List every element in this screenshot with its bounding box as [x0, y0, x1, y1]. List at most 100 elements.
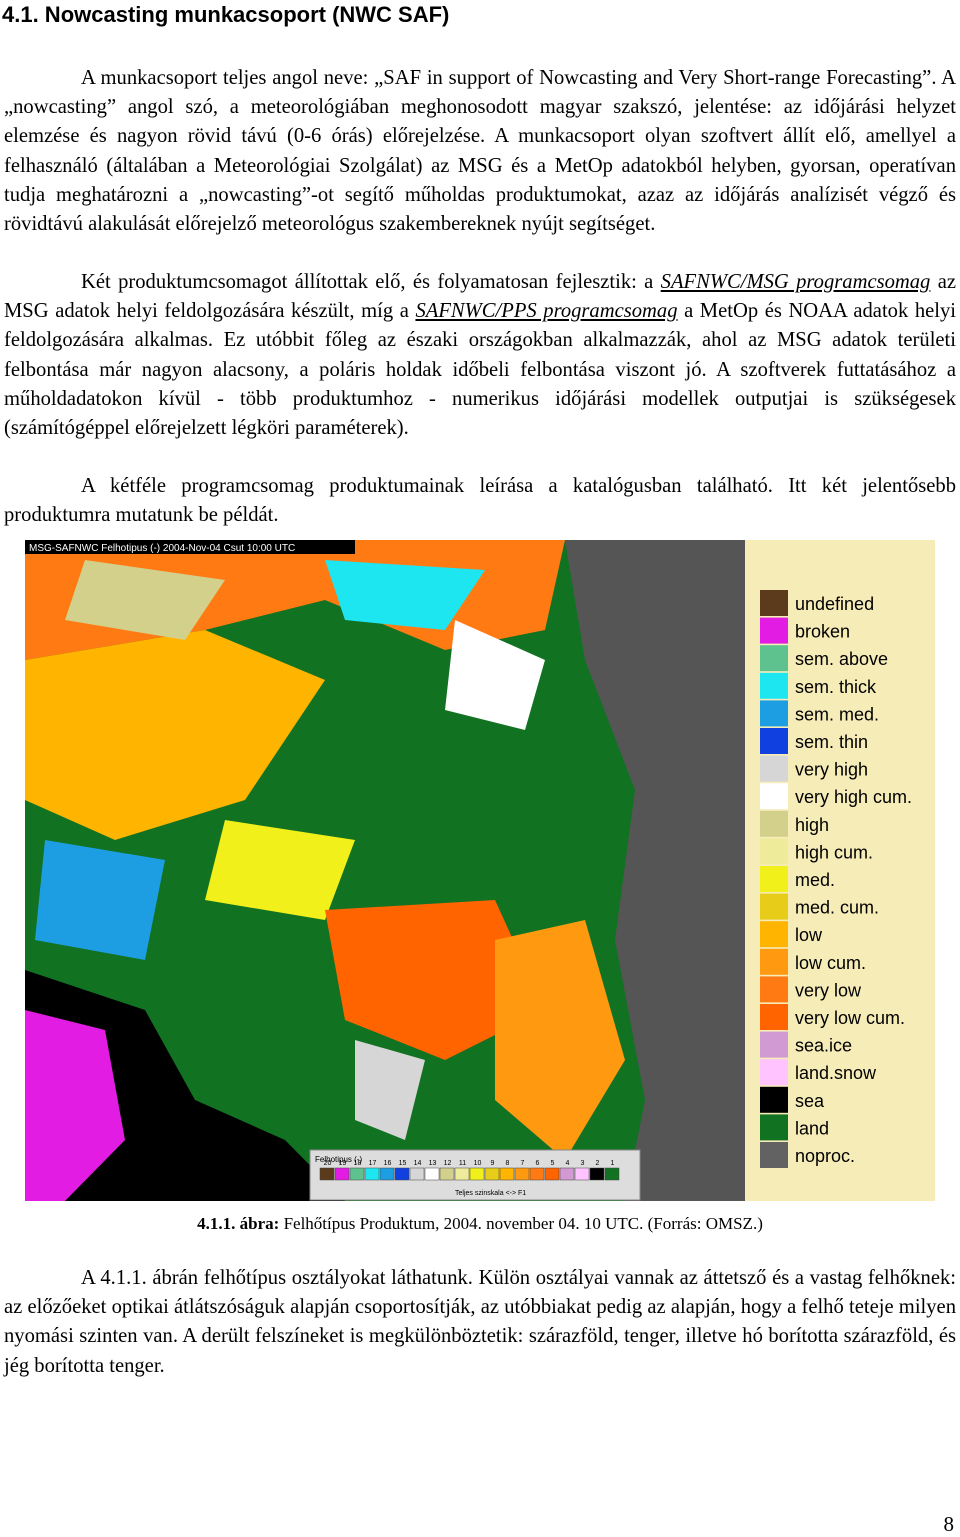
scale-number: 19 [339, 1160, 347, 1167]
text-run: A munkacsoport teljes angol neve: „SAF i… [4, 67, 956, 236]
legend-label: sea [795, 1091, 825, 1111]
scale-cell [334, 1167, 350, 1181]
scale-number: 10 [474, 1160, 482, 1167]
scale-cell [409, 1167, 425, 1181]
map-noproc [565, 540, 745, 1201]
legend-label: very high [795, 760, 868, 780]
legend-swatch [760, 921, 788, 948]
link[interactable]: SAFNWC/MSG programcsomag [660, 271, 931, 293]
scale-number: 17 [369, 1160, 377, 1167]
legend-label: high cum. [795, 842, 873, 862]
legend-label: land.snow [795, 1063, 877, 1083]
legend-label: very high cum. [795, 787, 912, 807]
legend-swatch [760, 1031, 788, 1058]
legend-swatch [760, 590, 788, 616]
legend-swatch [760, 948, 788, 975]
map-clouds [205, 820, 355, 920]
paragraph: A 4.1.1. ábrán felhőtípus osztályokat lá… [4, 1267, 956, 1377]
legend-swatch [760, 645, 788, 672]
text-run: az MSG adatok helyi feldolgozására készü… [4, 271, 956, 323]
legend-label: low cum. [795, 953, 866, 973]
scale-number: 18 [354, 1160, 362, 1167]
legend-swatch [760, 1142, 788, 1168]
scale-number: 14 [414, 1160, 422, 1167]
legend-label: noproc. [795, 1146, 855, 1166]
scale-number: 1 [611, 1160, 615, 1167]
scale-number: 4 [566, 1160, 570, 1167]
map-clouds [65, 560, 225, 640]
map-title: MSG-SAFNWC Felhotipus (-) 2004-Nov-04 Cs… [29, 543, 295, 554]
text-run: Két produktumcsomagot állítottak elő, és… [81, 271, 661, 293]
paragraph: Két produktumcsomagot állítottak elő, és… [4, 268, 956, 443]
legend-label: med. [795, 870, 835, 890]
text-run: A kétféle programcsomag produktumainak l… [4, 475, 956, 527]
link[interactable]: SAFNWC/PPS programcsomag [415, 300, 678, 323]
caption: 4.1.1. ábra: Felhőtípus Produktum, 2004.… [0, 1214, 960, 1234]
legend-swatch [760, 617, 788, 644]
scale-cell [544, 1167, 560, 1181]
paragraph: A kétféle programcsomag produktumainak l… [4, 472, 956, 530]
legend-swatch [760, 838, 788, 865]
legend-label: broken [795, 622, 850, 642]
scale-number: 13 [429, 1160, 437, 1167]
legend-swatch [760, 810, 788, 837]
scale-cell [559, 1167, 575, 1181]
scale-cell [364, 1167, 380, 1181]
legend-swatch [760, 1059, 788, 1086]
scale-cell [319, 1167, 335, 1181]
caption-text: Felhőtípus Produktum, 2004. november 04.… [279, 1214, 763, 1233]
heading: 4.1. Nowcasting munkacsoport (NWC SAF) [2, 2, 450, 27]
scale-cell [379, 1167, 395, 1181]
legend-label: sem. thin [795, 732, 868, 752]
scale-cell [529, 1167, 545, 1181]
scale-cell [604, 1167, 620, 1181]
scale-number: 9 [491, 1160, 495, 1167]
legend-label: high [795, 815, 829, 835]
scale-bar: Felhotipus (-) Teljes szinskala <-> F1 2… [309, 1149, 641, 1201]
scale-number: 2 [596, 1160, 600, 1167]
scale-number: 6 [536, 1160, 540, 1167]
scale-cell [514, 1167, 530, 1181]
map-clouds [325, 900, 545, 1060]
legend-swatch [760, 1004, 788, 1030]
legend-swatch [760, 976, 788, 1003]
caption-label: 4.1.1. ábra: [197, 1214, 280, 1233]
legend-swatch [760, 893, 788, 920]
legend-swatch [760, 755, 788, 782]
legend-label: sem. thick [795, 677, 877, 697]
scale-number: 16 [384, 1160, 392, 1167]
legend-label: very low [795, 980, 862, 1000]
page-number: 8 [943, 1512, 955, 1536]
text-run: a MetOp és NOAA adatok helyi feldolgozás… [4, 300, 957, 440]
map-clouds [35, 840, 165, 960]
legend-label: undefined [795, 594, 874, 614]
scale-cell [394, 1167, 410, 1181]
scale-cell [424, 1167, 440, 1181]
legend-swatch [760, 866, 788, 892]
scale-number: 15 [399, 1160, 407, 1167]
map-clouds [495, 920, 625, 1160]
scale-number: 5 [551, 1160, 555, 1167]
legend-label: low [795, 925, 823, 945]
scale-cell [469, 1167, 485, 1181]
scale-cell [454, 1167, 470, 1181]
scale-cell [349, 1167, 365, 1181]
scale-note: Teljes szinskala <-> F1 [455, 1190, 526, 1197]
legend-label: sem. above [795, 649, 888, 669]
legend-label: sem. med. [795, 704, 879, 724]
legend-swatch [760, 728, 788, 754]
map-clouds [355, 1040, 425, 1140]
scale-number: 8 [506, 1160, 510, 1167]
scale-cell [499, 1167, 515, 1181]
legend-swatch [760, 1086, 788, 1113]
legend-swatch [760, 783, 788, 810]
scale-cell [439, 1167, 455, 1181]
scale-cell [589, 1167, 605, 1181]
legend-label: land [795, 1118, 829, 1138]
scale-number: 20 [324, 1160, 332, 1167]
map-clouds [25, 1010, 125, 1201]
scale-title: Felhotipus (-) [315, 1155, 362, 1164]
legend-swatch [760, 1114, 788, 1141]
scale-cell [484, 1167, 500, 1181]
